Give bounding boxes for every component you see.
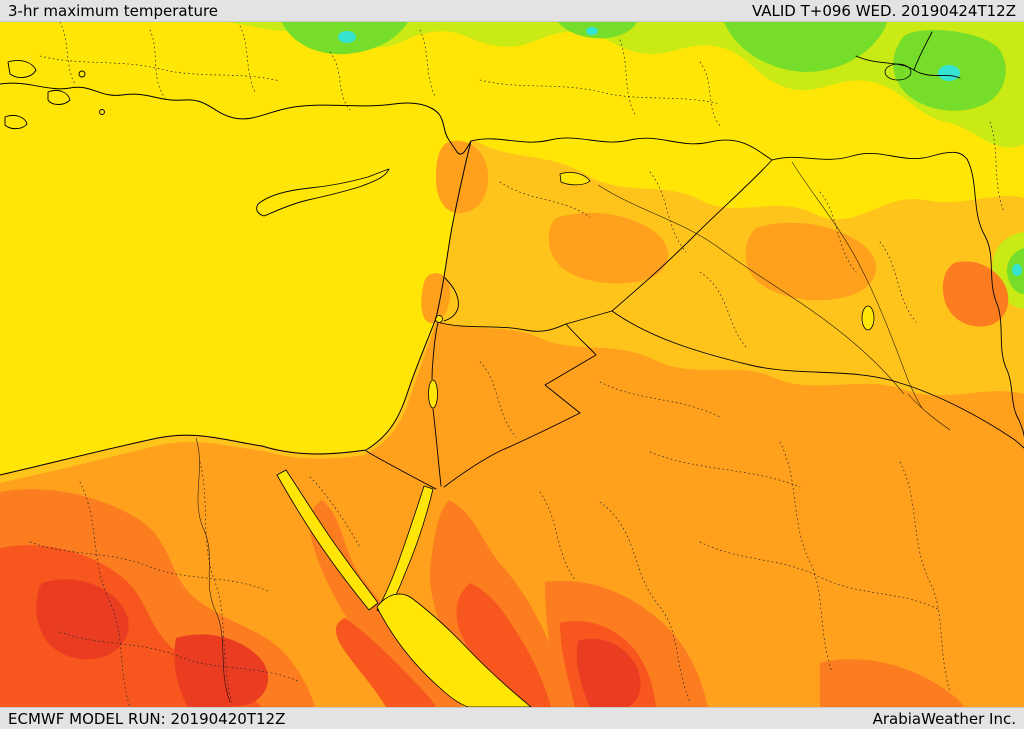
valid-time-label: VALID T+096 WED. 20190424T12Z (751, 1, 1016, 20)
admin-border-layer (29, 22, 1005, 707)
red-core (36, 579, 129, 660)
aegean-island (99, 109, 105, 115)
admin-boundary (819, 191, 857, 273)
jordan-saudi-border (443, 323, 597, 488)
euphrates-river (597, 184, 905, 395)
cyan-cold-spot (338, 31, 356, 43)
gulf-of-suez (276, 469, 379, 611)
admin-boundary (59, 22, 76, 85)
orange-patch (421, 273, 451, 324)
admin-boundary (649, 451, 801, 488)
admin-boundary (539, 491, 576, 581)
admin-boundary (479, 361, 517, 438)
cyan-cold-spot (938, 65, 960, 81)
admin-boundary (59, 631, 301, 683)
red-core (174, 634, 268, 707)
cyan-cold-spot (1012, 264, 1022, 276)
aegean-island (7, 59, 37, 78)
admin-boundary (619, 39, 637, 117)
admin-boundary (699, 61, 721, 127)
hot-core (335, 618, 436, 707)
admin-boundary (309, 476, 361, 548)
jordan-syria-border (436, 321, 567, 332)
map-title: 3-hr maximum temperature (8, 1, 219, 20)
cyan-cold-spot (586, 27, 598, 35)
aegean-island (78, 70, 86, 78)
shatt-river (907, 393, 951, 431)
hot-core (456, 583, 551, 707)
jordan-iraq-border (565, 310, 613, 325)
admin-boundary (649, 171, 687, 253)
attribution-label: ArabiaWeather Inc. (872, 709, 1016, 728)
aegean-island (4, 114, 28, 130)
admin-boundary (149, 29, 166, 99)
admin-boundary (329, 51, 351, 111)
jordan-valley-line (431, 322, 442, 487)
syria-iraq-border (611, 159, 773, 312)
admin-boundary (699, 271, 747, 348)
turkey-syria-iraq-border (470, 137, 968, 161)
admin-boundary (79, 481, 131, 707)
egypt-israel-border (365, 450, 437, 490)
iraq-iran-border (966, 158, 1024, 437)
admin-boundary (899, 461, 951, 693)
lake-assad (559, 172, 591, 186)
nile-river (195, 437, 231, 703)
dead-sea (428, 379, 438, 409)
orange-patch (745, 222, 877, 301)
admin-boundary (879, 241, 917, 323)
admin-boundary (499, 181, 591, 218)
orange-hot-field (0, 320, 1024, 707)
caucasus-border (913, 31, 933, 71)
admin-boundary (699, 541, 941, 611)
admin-boundary (779, 441, 833, 673)
gulf-of-aqaba (376, 485, 434, 616)
mediterranean-coastline (0, 82, 472, 476)
coastline-layer (0, 59, 472, 476)
red-sea (376, 593, 532, 707)
iraq-saudi-border (611, 310, 1024, 449)
orange-patch (548, 212, 669, 284)
deep-orange-zone (820, 659, 964, 707)
lake-tharthar (861, 305, 875, 331)
model-run-label: ECMWF MODEL RUN: 20190420T12Z (8, 709, 286, 728)
admin-boundary (599, 381, 721, 418)
river-layer (195, 161, 951, 703)
header-bar: 3-hr maximum temperature VALID T+096 WED… (0, 0, 1024, 22)
water-layer (276, 63, 912, 707)
lebanon-syria-border (443, 277, 459, 322)
temperature-field-layer (0, 22, 1024, 707)
admin-boundary (29, 541, 271, 593)
admin-boundary (239, 25, 256, 93)
tigris-river (791, 161, 923, 409)
cyprus-outline (256, 168, 390, 217)
admin-boundary (419, 29, 436, 97)
footer-bar: ECMWF MODEL RUN: 20190420T12Z ArabiaWeat… (0, 707, 1024, 729)
temperature-map (0, 22, 1024, 707)
green-cool-patch (724, 22, 887, 72)
country-border-layer (365, 31, 1024, 490)
red-core (576, 638, 641, 707)
admin-boundary (989, 121, 1005, 213)
aegean-island (47, 89, 71, 105)
